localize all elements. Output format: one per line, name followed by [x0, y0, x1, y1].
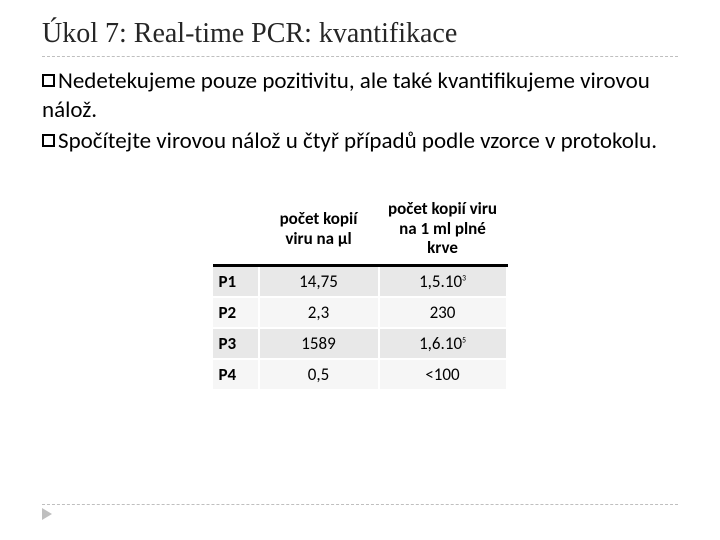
table-row: P1 14,75 1,5.103	[213, 265, 507, 297]
bullet-list: Nedetekujeme pouze pozitivitu, ale také …	[42, 67, 678, 155]
cell-per-ul: 0,5	[259, 359, 379, 390]
bullet-item: Spočítejte virovou nálož u čtyř případů …	[42, 127, 678, 156]
table-row: P3 1589 1,6.105	[213, 328, 507, 359]
bullet-icon	[42, 74, 55, 87]
bullet-icon	[42, 134, 55, 147]
cell-per-ml: <100	[379, 359, 507, 390]
row-label: P2	[213, 297, 259, 328]
bullet-rest: virovou nálož u čtyř případů podle vzorc…	[151, 127, 657, 155]
bullet-lead: Nedetekujeme	[58, 67, 196, 95]
arrow-icon	[42, 508, 52, 520]
virus-copies-table: počet kopií viru na µl počet kopií viru …	[213, 193, 508, 391]
bullet-item: Nedetekujeme pouze pozitivitu, ale také …	[42, 67, 678, 125]
row-label: P1	[213, 265, 259, 297]
table-row: P2 2,3 230	[213, 297, 507, 328]
row-label: P4	[213, 359, 259, 390]
footer-divider	[42, 504, 678, 516]
page-title: Úkol 7: Real-time PCR: kvantifikace	[42, 18, 678, 50]
cell-per-ml: 1,6.105	[379, 328, 507, 359]
bullet-lead: Spočítejte	[58, 127, 151, 155]
cell-per-ul: 2,3	[259, 297, 379, 328]
cell-per-ul: 14,75	[259, 265, 379, 297]
table-corner	[213, 193, 259, 265]
table-row: P4 0,5 <100	[213, 359, 507, 390]
cell-per-ml: 1,5.103	[379, 265, 507, 297]
cell-per-ul: 1589	[259, 328, 379, 359]
row-label: P3	[213, 328, 259, 359]
col-header-per-ul: počet kopií viru na µl	[259, 193, 379, 265]
cell-per-ml: 230	[379, 297, 507, 328]
col-header-per-ml: počet kopií viru na 1 ml plné krve	[379, 193, 507, 265]
